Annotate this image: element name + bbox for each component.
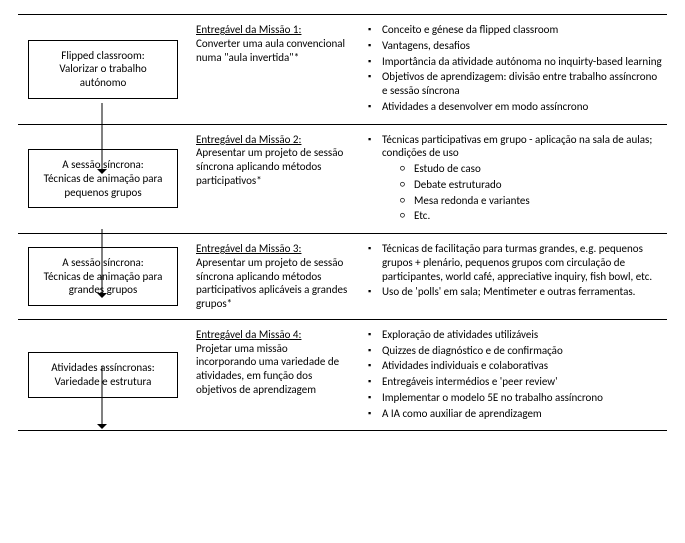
bullet-item: Quizzes de diagnóstico e de confirmação — [368, 344, 663, 358]
bullet-list: Técnicas participativas em grupo - aplic… — [368, 133, 663, 224]
mission-desc: Projetar uma missão incorporando uma var… — [196, 342, 339, 396]
col-bullets-1: Conceito e génese da flipped classroom V… — [358, 15, 667, 124]
mission-desc: Apresentar um projeto de sessão síncrona… — [196, 146, 343, 187]
bullet-item: Uso de 'polls' em sala; Mentimeter e out… — [368, 285, 663, 299]
bullet-item: Entregáveis intermédios e 'peer review' — [368, 375, 663, 389]
bullet-item: Importância da atividade autónoma no inq… — [368, 55, 663, 69]
col-left-1: Flipped classroom: Valorizar o trabalho … — [18, 15, 188, 124]
sub-item: Estudo de caso — [400, 162, 663, 176]
mission-desc: Apresentar um projeto de sessão síncrona… — [196, 256, 347, 310]
diagram-page: Flipped classroom: Valorizar o trabalho … — [0, 0, 685, 543]
box-title: Atividades assíncronas: — [51, 361, 154, 374]
bullet-item: Vantagens, desafios — [368, 39, 663, 53]
sub-item: Mesa redonda e variantes — [400, 194, 663, 208]
sub-list: Estudo de caso Debate estruturado Mesa r… — [382, 162, 663, 223]
box-async-activities: Atividades assíncronas: Variedade e estr… — [28, 352, 178, 398]
row-1: Flipped classroom: Valorizar o trabalho … — [18, 14, 667, 125]
col-left-2: A sessão síncrona: Técnicas de animação … — [18, 125, 188, 234]
mission-title: Entregável da Missão 3: — [196, 242, 301, 255]
col-left-4: Atividades assíncronas: Variedade e estr… — [18, 320, 188, 431]
bullet-item: Atividades individuais e colaborativas — [368, 359, 663, 373]
box-subtitle: Valorizar o trabalho autónomo — [59, 62, 146, 89]
mission-title: Entregável da Missão 1: — [196, 23, 301, 36]
mission-title: Entregável da Missão 4: — [196, 328, 301, 341]
mission-title: Entregável da Missão 2: — [196, 133, 301, 146]
col-bullets-3: Técnicas de facilitação para turmas gran… — [358, 234, 667, 319]
sub-item: Debate estruturado — [400, 178, 663, 192]
box-subtitle: Técnicas de animação para grandes grupos — [44, 270, 163, 297]
box-subtitle: Variedade e estrutura — [55, 375, 152, 388]
mission-desc: Converter uma aula convencional numa "au… — [196, 37, 345, 64]
bullet-item: A IA como auxiliar de aprendizagem — [368, 407, 663, 421]
row-3: A sessão síncrona: Técnicas de animação … — [18, 233, 667, 320]
col-mission-3: Entregável da Missão 3: Apresentar um pr… — [188, 234, 358, 319]
bullet-list: Técnicas de facilitação para turmas gran… — [368, 242, 663, 299]
col-mission-2: Entregável da Missão 2: Apresentar um pr… — [188, 125, 358, 234]
box-flipped-classroom: Flipped classroom: Valorizar o trabalho … — [28, 40, 178, 99]
bullet-item: Implementar o modelo 5E no trabalho assí… — [368, 391, 663, 405]
row-2: A sessão síncrona: Técnicas de animação … — [18, 124, 667, 235]
box-title: A sessão síncrona: — [62, 256, 144, 269]
bullet-item: Técnicas participativas em grupo - aplic… — [368, 133, 663, 224]
bullet-item: Exploração de atividades utilizáveis — [368, 328, 663, 342]
col-mission-4: Entregável da Missão 4: Projetar uma mis… — [188, 320, 358, 431]
bullet-list: Conceito e génese da flipped classroom V… — [368, 23, 663, 114]
bullet-item: Atividades a desenvolver em modo assíncr… — [368, 100, 663, 114]
col-bullets-4: Exploração de atividades utilizáveis Qui… — [358, 320, 667, 431]
box-title: Flipped classroom: — [61, 49, 144, 62]
row-4: Atividades assíncronas: Variedade e estr… — [18, 319, 667, 432]
col-mission-1: Entregável da Missão 1: Converter uma au… — [188, 15, 358, 124]
box-subtitle: Técnicas de animação para pequenos grupo… — [44, 172, 163, 199]
bullet-item: Conceito e génese da flipped classroom — [368, 23, 663, 37]
col-left-3: A sessão síncrona: Técnicas de animação … — [18, 234, 188, 319]
bullet-item: Objetivos de aprendizagem: divisão entre… — [368, 70, 663, 98]
bullet-item: Técnicas de facilitação para turmas gran… — [368, 242, 663, 283]
box-session-small-groups: A sessão síncrona: Técnicas de animação … — [28, 149, 178, 208]
box-title: A sessão síncrona: — [62, 158, 144, 171]
sub-item: Etc. — [400, 209, 663, 223]
bullet-text: Técnicas participativas em grupo - aplic… — [382, 133, 652, 160]
box-session-large-groups: A sessão síncrona: Técnicas de animação … — [28, 247, 178, 306]
col-bullets-2: Técnicas participativas em grupo - aplic… — [358, 125, 667, 234]
bullet-list: Exploração de atividades utilizáveis Qui… — [368, 328, 663, 421]
